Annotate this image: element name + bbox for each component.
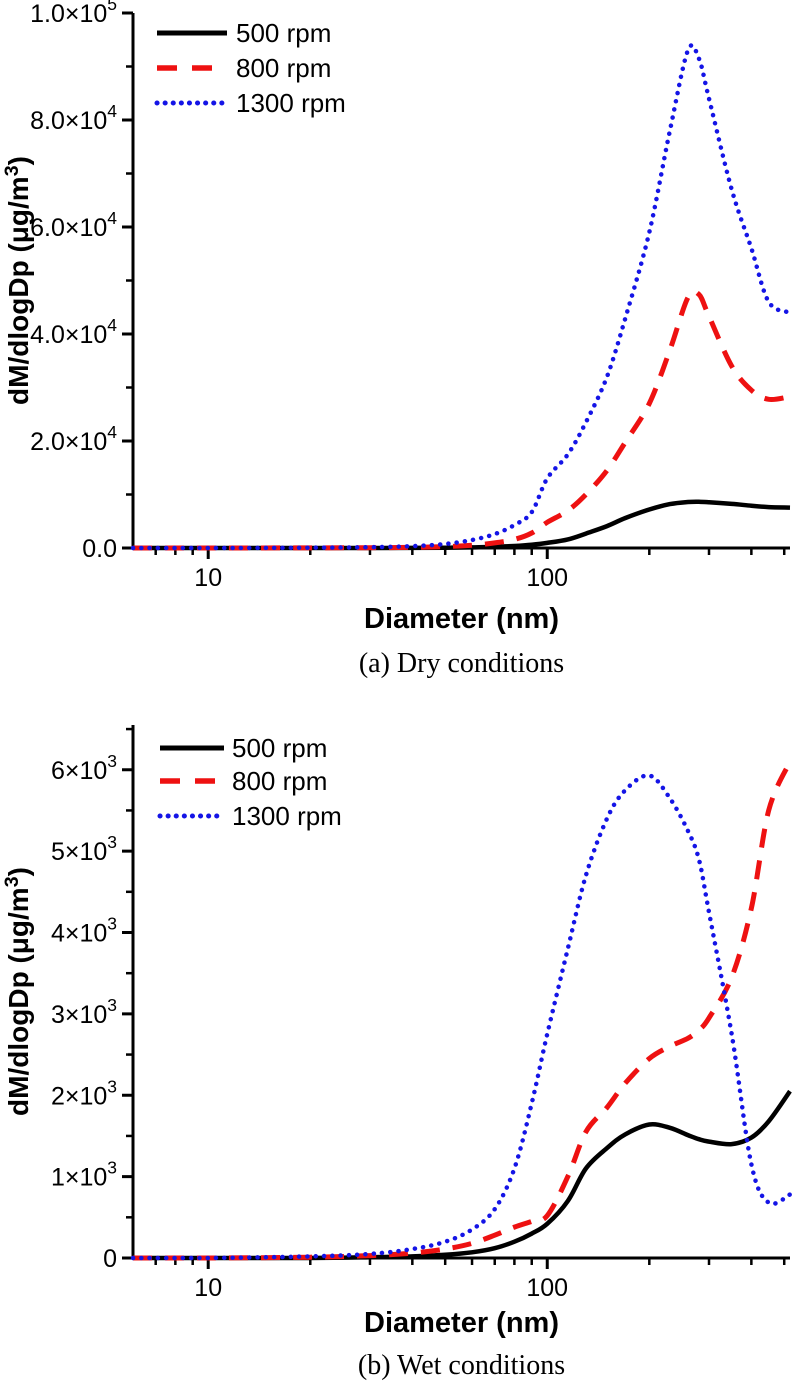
y-tick-label: 2.0×104 — [30, 422, 117, 456]
y-axis-title: dM/dlogDp (μg/m3) — [1, 156, 34, 405]
y-tick-label: 0.0 — [82, 535, 117, 563]
axis-frame — [131, 13, 790, 550]
y-axis-title: dM/dlogDp (μg/m3) — [1, 867, 34, 1116]
series-line-800-rpm — [132, 288, 791, 551]
dry-chart-canvas: 0.0 2.0×104 4.0×104 6.0×104 8.0×104 1.0×105 10… — [1, 0, 793, 592]
y-tick-label: 4.0×104 — [30, 315, 117, 349]
dry-x-axis-title: Diameter (nm) — [364, 603, 559, 635]
legend-label-1300-rpm: 1300 rpm — [236, 88, 346, 118]
y-tick-label: 8.0×104 — [30, 101, 117, 135]
series-line-800-rpm — [133, 760, 793, 1261]
legend-label-1300-rpm: 1300 rpm — [232, 801, 342, 831]
y-tick-label: 6.0×104 — [30, 208, 117, 242]
series-line-1300-rpm — [130, 43, 793, 551]
dry-caption: (a) Dry conditions — [358, 648, 565, 679]
y-tick-label: 0 — [103, 1245, 117, 1273]
y-tick-label: 3×103 — [51, 995, 117, 1029]
legend-label-500-rpm: 500 rpm — [236, 18, 331, 48]
wet-chart-canvas: 0 1×103 2×103 3×103 4×103 5×103 6×103 10 100 dM/d… — [1, 725, 793, 1300]
legend-label-500-rpm: 500 rpm — [232, 733, 327, 763]
wet-conditions-figure: 0 1×103 2×103 3×103 4×103 5×103 6×103 10 100 dM/d… — [0, 700, 800, 1386]
x-tick-label: 100 — [526, 564, 568, 592]
legend-label-800-rpm: 800 rpm — [232, 766, 327, 796]
y-tick-label: 1.0×105 — [30, 0, 117, 28]
dry-conditions-figure: 0.0 2.0×104 4.0×104 6.0×104 8.0×104 1.0×105 10… — [0, 0, 800, 684]
x-tick-label: 10 — [194, 564, 222, 592]
y-tick-label: 1×103 — [51, 1158, 117, 1192]
y-tick-label: 4×103 — [51, 914, 117, 948]
series-line-500-rpm — [132, 499, 791, 551]
y-tick-label: 5×103 — [51, 832, 117, 866]
wet-caption: (b) Wet conditions — [357, 1350, 566, 1381]
series-line-1300-rpm — [130, 773, 793, 1261]
legend-label-800-rpm: 800 rpm — [236, 53, 331, 83]
x-tick-label: 10 — [194, 1274, 222, 1300]
y-tick-label: 6×103 — [51, 751, 117, 785]
x-tick-label: 100 — [526, 1274, 568, 1300]
y-tick-label: 2×103 — [51, 1076, 117, 1110]
wet-x-axis-title: Diameter (nm) — [364, 1307, 559, 1339]
